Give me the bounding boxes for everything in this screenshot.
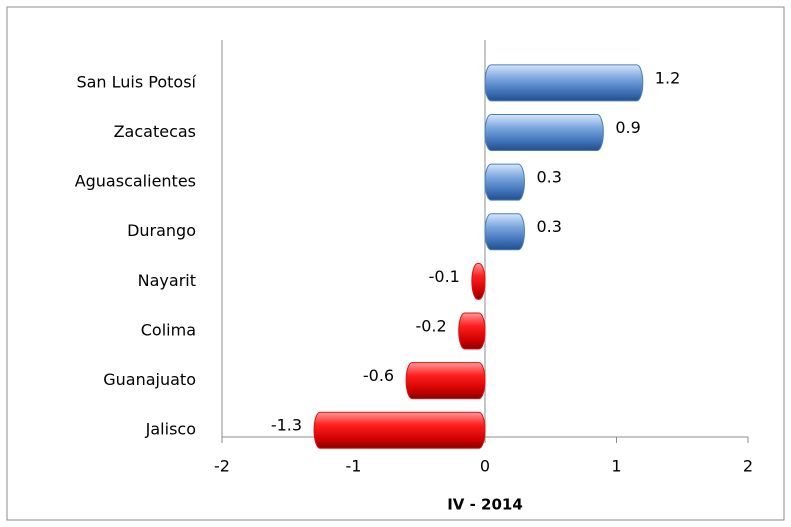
x-tick-label: 0 <box>480 457 490 476</box>
y-tick-label: Nayarit <box>138 271 196 290</box>
data-label: -0.1 <box>429 267 460 286</box>
y-tick-label: Guanajuato <box>103 370 196 389</box>
data-label: -0.2 <box>415 316 446 335</box>
bar <box>405 362 486 400</box>
x-tick-label: -2 <box>214 457 230 476</box>
x-tick-label: 2 <box>743 457 753 476</box>
x-axis-title: IV - 2014 <box>447 496 523 514</box>
bar <box>484 113 604 151</box>
y-tick-label: San Luis Potosí <box>76 72 196 91</box>
y-tick-label: Aguascalientes <box>75 172 196 191</box>
bar <box>484 213 525 251</box>
y-tick-label: Zacatecas <box>114 122 196 141</box>
data-label: -1.3 <box>271 416 302 435</box>
bar <box>484 163 525 201</box>
bar <box>458 312 486 350</box>
bar <box>484 64 644 102</box>
y-tick-label: Colima <box>141 320 196 339</box>
y-tick-label: Durango <box>127 221 196 240</box>
data-label: 1.2 <box>655 68 680 87</box>
bar <box>313 411 486 449</box>
data-label: -0.6 <box>363 366 394 385</box>
x-tick-label: 1 <box>611 457 621 476</box>
data-label: 0.3 <box>536 168 561 187</box>
data-label: 0.3 <box>536 217 561 236</box>
bar <box>471 262 486 300</box>
data-label: 0.9 <box>615 118 640 137</box>
y-tick-label: Jalisco <box>145 420 196 439</box>
x-tick-label: -1 <box>346 457 362 476</box>
